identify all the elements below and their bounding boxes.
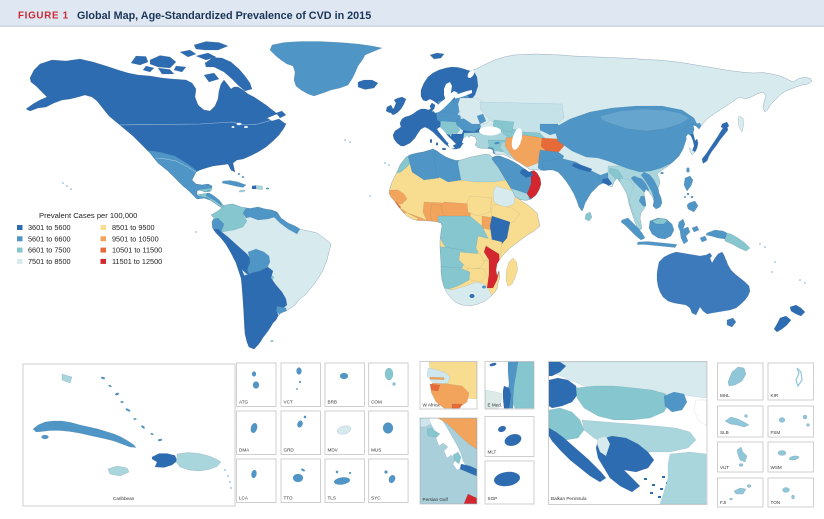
svg-text:FIGURE 1: FIGURE 1 [18, 11, 69, 22]
svg-text:KIR: KIR [771, 393, 779, 398]
svg-text:9501 to 10500: 9501 to 10500 [112, 234, 159, 243]
svg-text:TON: TON [771, 500, 781, 505]
svg-text:Prevalent Cases per 100,000: Prevalent Cases per 100,000 [39, 211, 137, 220]
svg-text:ATG: ATG [239, 400, 249, 405]
svg-text:6601 to 7500: 6601 to 7500 [28, 246, 71, 255]
svg-text:Balkan Peninsula: Balkan Peninsula [551, 496, 587, 501]
svg-text:3601 to 5600: 3601 to 5600 [28, 223, 71, 232]
svg-text:Persian Gulf: Persian Gulf [423, 497, 449, 502]
svg-text:10501 to 11500: 10501 to 11500 [112, 246, 162, 255]
svg-text:11501 to 12500: 11501 to 12500 [112, 257, 162, 266]
svg-text:COM: COM [371, 400, 382, 405]
svg-text:W Africa: W Africa [423, 403, 441, 408]
svg-text:Global Map, Age-Standardized P: Global Map, Age-Standardized Prevalence … [77, 10, 371, 22]
svg-text:Caribbean: Caribbean [113, 496, 135, 501]
svg-text:FSM: FSM [771, 430, 781, 435]
svg-text:5601 to 6600: 5601 to 6600 [28, 234, 71, 243]
svg-text:DMA: DMA [239, 448, 250, 453]
svg-text:7501 to 8500: 7501 to 8500 [28, 257, 71, 266]
svg-text:SGP: SGP [488, 496, 498, 501]
svg-text:SLB: SLB [720, 430, 729, 435]
svg-text:MDV: MDV [328, 448, 339, 453]
svg-text:MUS: MUS [371, 448, 381, 453]
svg-text:MLT: MLT [488, 450, 497, 455]
svg-text:SYC: SYC [371, 496, 381, 501]
svg-text:BRB: BRB [328, 400, 337, 405]
svg-text:8501 to 9500: 8501 to 9500 [112, 223, 155, 232]
svg-text:TTO: TTO [284, 496, 294, 501]
svg-text:VUT: VUT [720, 465, 729, 470]
svg-text:VCT: VCT [284, 400, 293, 405]
svg-text:FJI: FJI [720, 500, 726, 505]
svg-text:GRD: GRD [284, 448, 295, 453]
svg-text:LCA: LCA [239, 496, 249, 501]
svg-text:MHL: MHL [720, 393, 730, 398]
svg-text:WSM: WSM [771, 465, 782, 470]
svg-text:E Med.: E Med. [488, 403, 503, 408]
svg-text:TLS: TLS [328, 496, 336, 501]
